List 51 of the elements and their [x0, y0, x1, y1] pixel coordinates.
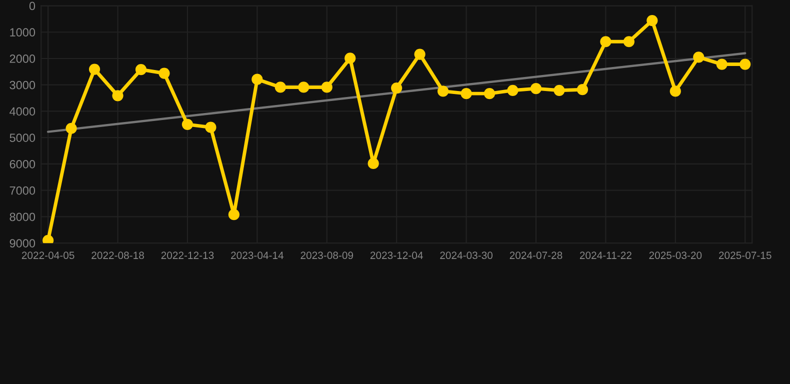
point: [274, 82, 286, 93]
point: [135, 64, 147, 76]
point: [646, 14, 658, 26]
point: [460, 88, 472, 100]
point: [391, 82, 402, 94]
point: [576, 84, 588, 96]
y-tick-label: 5000: [10, 134, 36, 142]
point: [66, 122, 77, 134]
point: [716, 58, 728, 70]
point: [600, 36, 612, 48]
point: [158, 68, 170, 79]
x-tick-label: 2023-08-09: [300, 252, 354, 260]
x-tick-label: 2024-03-30: [440, 252, 493, 260]
x-tick-label: 2022-04-05: [22, 252, 74, 260]
y-tick-label: 7000: [10, 186, 36, 195]
point: [437, 86, 449, 97]
point: [252, 74, 263, 85]
x-tick-label: 2022-12-13: [161, 252, 214, 260]
point: [321, 82, 332, 93]
x-tick-label: 2025-07-15: [718, 252, 772, 260]
x-tick-label: 2022-08-18: [92, 252, 144, 260]
point: [344, 52, 356, 64]
point: [623, 36, 634, 48]
x-tick-label: 2023-04-14: [231, 252, 284, 260]
x-tick-label: 2025-03-20: [649, 252, 702, 260]
point: [670, 86, 681, 97]
point: [88, 64, 100, 75]
y-tick-label: 8000: [10, 212, 36, 222]
point: [182, 118, 194, 130]
point: [112, 90, 124, 102]
point: [228, 209, 240, 220]
point: [298, 82, 310, 93]
point: [368, 158, 379, 169]
y-tick-label: 3000: [10, 80, 36, 90]
point: [693, 52, 704, 63]
y-tick-label: 6000: [10, 160, 36, 168]
y-tick-label: 9000: [10, 239, 36, 248]
point: [414, 48, 426, 60]
point: [554, 84, 565, 96]
y-tick-label: 0: [29, 2, 36, 10]
point: [484, 88, 496, 100]
point: [205, 122, 216, 133]
x-tick-label: 2024-07-28: [510, 252, 562, 260]
point: [740, 58, 751, 70]
point: [530, 83, 542, 94]
point: [507, 84, 518, 96]
y-tick-label: 4000: [10, 107, 36, 116]
y-tick-label: 1000: [10, 28, 36, 37]
x-tick-label: 2023-12-04: [370, 252, 423, 260]
x-tick-label: 2024-11-22: [580, 252, 632, 260]
y-tick-label: 2000: [10, 54, 36, 63]
